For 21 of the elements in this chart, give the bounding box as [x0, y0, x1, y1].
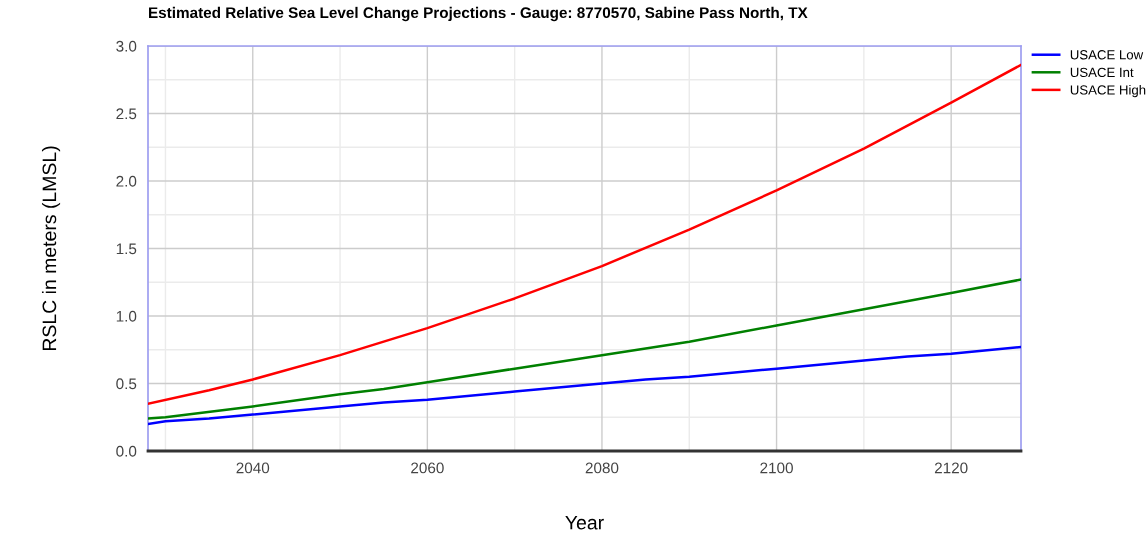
y-tick-label: 0.5: [116, 378, 137, 390]
x-tick-label: 2080: [585, 462, 619, 474]
line-series: [148, 278, 1021, 420]
x-tick-label: 2040: [236, 462, 270, 474]
x-axis-title: Year: [565, 515, 604, 530]
line-series: [148, 345, 1021, 426]
y-tick-label: 3.0: [116, 40, 137, 52]
y-tick-label: 1.0: [116, 310, 137, 322]
legend-label: USACE Int: [1070, 67, 1134, 78]
y-tick-label: 2.5: [116, 108, 137, 120]
legend-label: USACE Low: [1070, 50, 1144, 60]
x-tick-label: 2060: [411, 462, 444, 474]
legend-label: USACE High: [1070, 84, 1146, 98]
y-tick-label: 1.5: [116, 243, 137, 255]
chart-title: Estimated Relative Sea Level Change Projections - Gauge: 8770570, Sabine Pass North, TX: [149, 6, 808, 22]
y-axis-title: RSLC in meters (LMSL): [41, 146, 61, 351]
y-tick-label: 0.0: [116, 445, 137, 457]
x-tick-label: 2100: [760, 462, 793, 474]
x-tick-label: 2120: [934, 462, 968, 474]
y-tick-label: 2.0: [116, 175, 137, 187]
line-series: [148, 63, 1021, 405]
